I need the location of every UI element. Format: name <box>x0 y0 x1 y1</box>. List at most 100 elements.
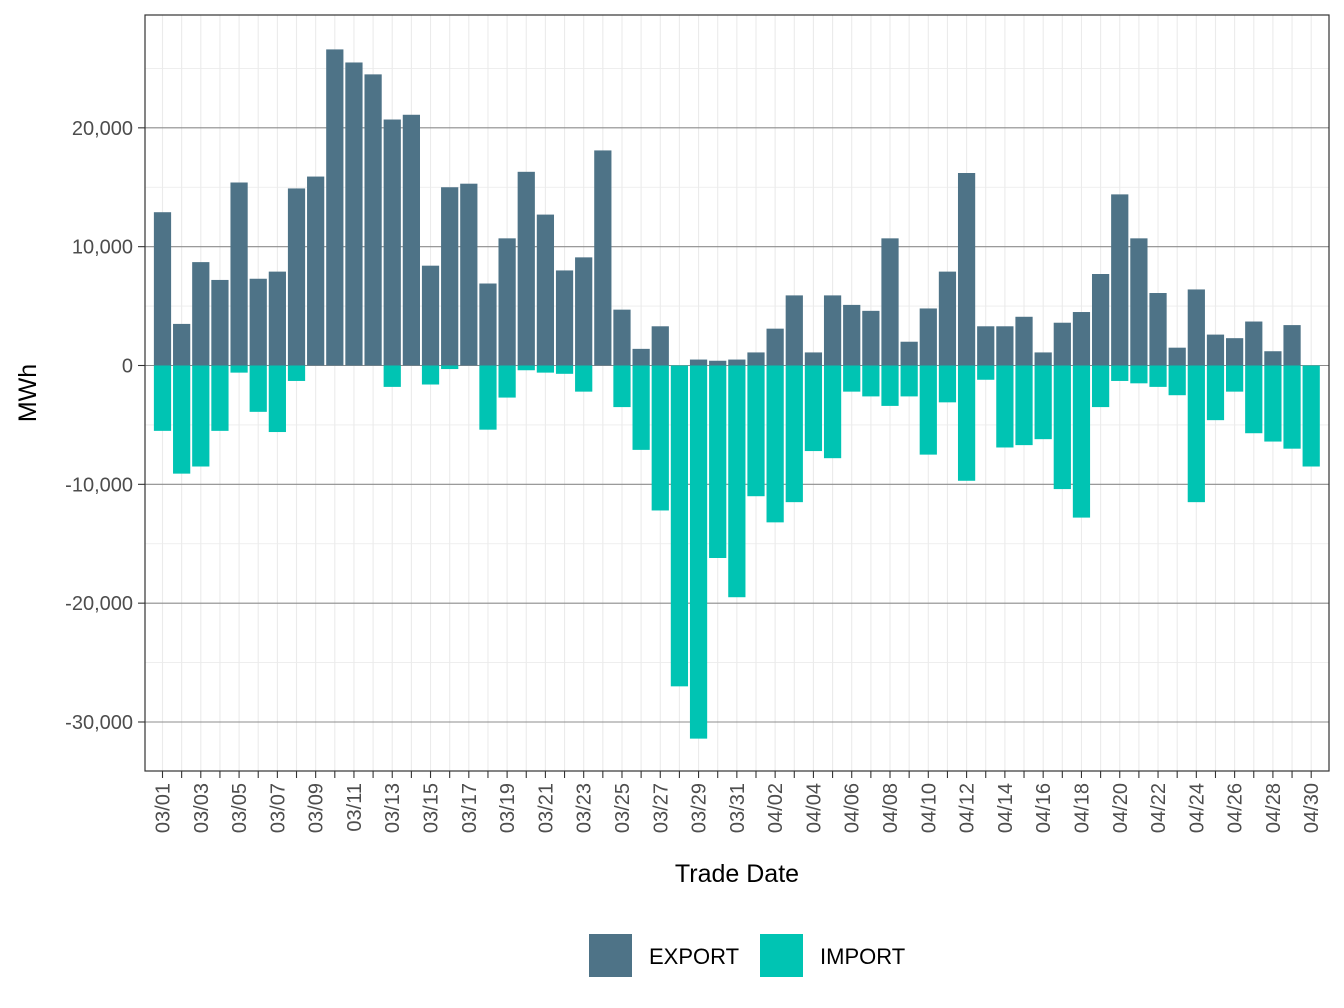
bar-import-03-05 <box>230 365 248 373</box>
bar-export-04-20 <box>1111 194 1129 366</box>
bar-import-03-03 <box>192 365 210 467</box>
bar-export-04-11 <box>938 271 957 366</box>
bar-import-03-08 <box>287 365 306 381</box>
bar-export-03-27 <box>651 326 669 366</box>
bar-export-03-30 <box>709 360 727 366</box>
bar-import-04-01 <box>747 365 765 497</box>
bar-export-04-16 <box>1034 352 1052 366</box>
bar-import-04-27 <box>1245 365 1263 434</box>
y-tick-label: -10,000 <box>65 474 133 496</box>
bar-import-04-07 <box>862 365 880 397</box>
bar-export-04-01 <box>747 352 765 366</box>
bar-import-04-03 <box>785 365 803 503</box>
bar-import-04-19 <box>1091 365 1110 408</box>
legend-swatch-import <box>760 934 803 977</box>
x-tick-label: 04/08 <box>880 783 902 833</box>
bar-export-04-13 <box>977 326 995 366</box>
bar-import-04-11 <box>938 365 957 403</box>
bar-export-04-23 <box>1168 347 1186 366</box>
bar-export-04-02 <box>766 328 784 366</box>
bar-import-04-12 <box>957 365 976 481</box>
bar-import-03-20 <box>517 365 535 371</box>
bar-import-04-29 <box>1283 365 1301 449</box>
bar-import-04-09 <box>900 365 918 397</box>
bar-export-03-17 <box>460 183 478 366</box>
bar-export-04-15 <box>1015 316 1033 366</box>
bar-import-03-15 <box>421 365 440 385</box>
bar-export-03-07 <box>268 271 286 366</box>
x-tick-label: 03/31 <box>727 783 749 833</box>
bar-import-04-30 <box>1302 365 1320 467</box>
bar-import-03-23 <box>575 365 593 392</box>
bar-import-03-26 <box>632 365 650 450</box>
bar-export-03-13 <box>383 119 401 366</box>
bar-import-04-15 <box>1015 365 1033 446</box>
bar-export-03-11 <box>345 62 363 366</box>
bar-export-03-04 <box>211 279 229 366</box>
bar-export-04-27 <box>1245 321 1263 366</box>
bar-import-03-02 <box>173 365 191 474</box>
bar-export-04-22 <box>1149 293 1167 366</box>
bar-import-04-24 <box>1187 365 1205 503</box>
bar-import-03-28 <box>670 365 689 687</box>
bar-export-04-14 <box>996 326 1014 366</box>
bar-export-03-26 <box>632 348 650 366</box>
x-tick-label: 03/17 <box>459 783 481 833</box>
x-tick-label: 04/12 <box>957 783 979 833</box>
bar-export-03-10 <box>326 49 344 366</box>
x-tick-label: 04/22 <box>1148 783 1170 833</box>
bar-export-03-14 <box>402 114 420 366</box>
x-tick-label: 03/09 <box>306 783 328 833</box>
x-tick-label: 04/06 <box>842 783 864 833</box>
x-tick-label: 03/25 <box>612 783 634 833</box>
y-axis-ticks: -30,000 -20,000 -10,000 0 10,000 20,000 <box>65 118 145 734</box>
x-tick-label: 03/13 <box>382 783 404 833</box>
bar-export-03-21 <box>536 214 555 366</box>
bar-export-04-24 <box>1187 289 1205 366</box>
bar-import-04-22 <box>1149 365 1167 387</box>
legend-swatch-export <box>589 934 632 977</box>
bar-export-03-15 <box>421 265 440 366</box>
x-tick-label: 04/14 <box>995 783 1017 833</box>
bar-export-04-04 <box>804 352 823 366</box>
x-tick-label: 03/03 <box>191 783 213 833</box>
bar-export-03-22 <box>555 270 574 366</box>
bar-export-04-12 <box>957 173 976 366</box>
x-tick-label: 03/23 <box>574 783 596 833</box>
bar-export-04-03 <box>785 295 803 366</box>
bar-export-03-24 <box>594 150 612 366</box>
bar-import-04-28 <box>1264 365 1282 442</box>
y-axis-title: MWh <box>14 364 42 422</box>
bar-import-04-04 <box>804 365 823 452</box>
bar-import-03-06 <box>249 365 267 412</box>
bar-import-03-29 <box>689 365 708 739</box>
bar-import-03-13 <box>383 365 401 387</box>
x-tick-label: 03/07 <box>267 783 289 833</box>
bar-import-03-04 <box>211 365 229 431</box>
bar-import-04-17 <box>1053 365 1071 490</box>
x-tick-label: 03/01 <box>153 783 175 833</box>
bar-import-03-21 <box>536 365 555 373</box>
bar-import-03-01 <box>153 365 172 431</box>
x-tick-label: 03/21 <box>535 783 557 833</box>
x-tick-label: 03/05 <box>229 783 251 833</box>
bar-import-03-30 <box>709 365 727 558</box>
bar-export-03-25 <box>613 309 631 366</box>
bar-import-03-18 <box>479 365 497 430</box>
y-tick-label: 20,000 <box>72 118 133 140</box>
legend: EXPORT IMPORT <box>589 934 905 977</box>
x-tick-label: 04/16 <box>1033 783 1055 833</box>
bar-export-03-20 <box>517 171 535 366</box>
x-tick-label: 04/26 <box>1225 783 1247 833</box>
bar-import-03-22 <box>555 365 574 374</box>
bar-export-03-08 <box>287 188 306 366</box>
bar-import-04-05 <box>823 365 842 459</box>
legend-label-export: EXPORT <box>649 944 739 969</box>
bar-import-04-10 <box>919 365 937 455</box>
bar-export-03-12 <box>364 74 382 366</box>
x-tick-label: 03/29 <box>689 783 711 833</box>
bar-export-03-09 <box>307 176 325 366</box>
bar-export-04-29 <box>1283 325 1301 366</box>
x-axis-ticks: 03/01 03/03 03/05 03/07 03/09 03/11 03/13 03/15… <box>153 771 1323 833</box>
